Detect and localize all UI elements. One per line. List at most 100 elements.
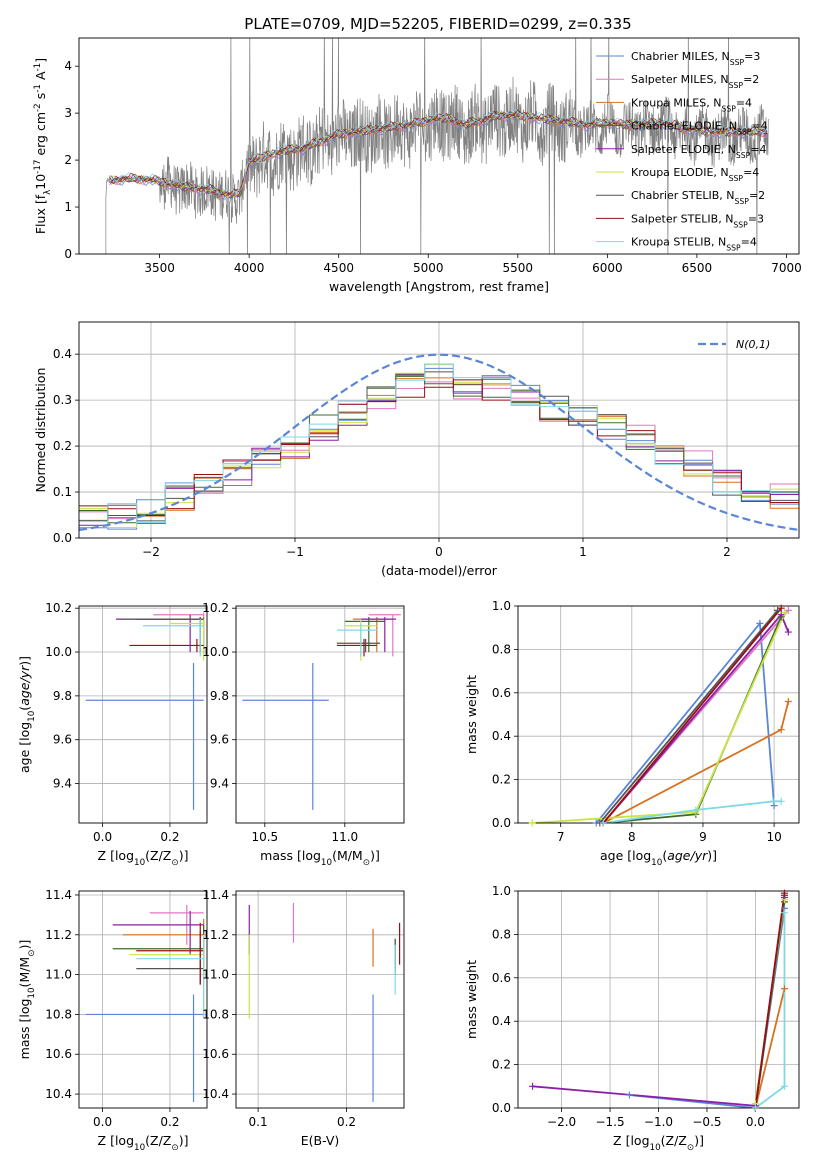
y-tick-label: 4 <box>64 59 72 73</box>
age-vs-mass-panel: 10.5 11.0 9.4 9.6 9.8 10.0 10.2 mass [log10(M/M… <box>202 601 405 868</box>
y-tick-label: 9.8 <box>53 689 72 703</box>
y-tick-label: 10.6 <box>202 1047 229 1061</box>
mass-vs-ebv-plot-area <box>248 902 401 1103</box>
x-axis-label: wavelength [Angstrom, rest frame] <box>329 279 549 294</box>
x-tick-label: 6000 <box>592 261 623 275</box>
x-tick-label: 0.2 <box>160 830 179 844</box>
age-vs-z-frame <box>78 605 208 824</box>
x-tick-label: 0.2 <box>160 1115 179 1129</box>
figure-title: PLATE=0709, MJD=52205, FIBERID=0299, z=0… <box>244 15 631 33</box>
y-tick-label: 0.2 <box>492 773 511 787</box>
weight-marker-7 <box>774 606 782 614</box>
weight-marker-8 <box>777 604 785 612</box>
x-tick-label: −1.5 <box>595 1115 624 1129</box>
weight-line-9 <box>603 800 782 823</box>
y-tick-label: 0.6 <box>492 971 511 985</box>
x-axis-label: E(B-V) <box>301 1133 340 1148</box>
weight-line-8 <box>602 607 782 823</box>
y-tick-label: 0.4 <box>492 1014 511 1028</box>
x-tick-label: −1.0 <box>644 1115 673 1129</box>
y-tick-label: 3 <box>64 106 72 120</box>
residual-histogram-7 <box>79 371 799 522</box>
x-tick-label: 10 <box>766 830 781 844</box>
weight-marker-9 <box>770 797 778 805</box>
y-axis-label: Flux [fλ10-17 erg cm-2 s-1 A-1] <box>33 58 53 234</box>
x-tick-label: −0.5 <box>692 1115 721 1129</box>
weight-marker-3 <box>777 726 785 734</box>
y-axis-label: mass [log10(M/M⊙)] <box>17 940 37 1060</box>
weight-vs-age-plot-area <box>532 607 790 823</box>
legend-label-2: Salpeter MILES, NSSP=2 <box>631 73 759 90</box>
legend-label-9: Kroupa STELIB, NSSP=4 <box>631 236 757 253</box>
y-tick-label: 10.0 <box>202 645 229 659</box>
y-tick-label: 10.6 <box>45 1047 72 1061</box>
age-vs-z-panel: 0.0 0.2 9.4 9.6 9.8 10.0 10.2 Z [log10(Z/Z⊙)] ag… <box>17 601 208 868</box>
x-axis-label: (data-model)/error <box>381 563 498 578</box>
y-tick-label: 10.2 <box>45 601 72 615</box>
y-tick-label: 0.2 <box>53 439 72 453</box>
y-tick-label: 0.8 <box>492 927 511 941</box>
y-tick-label: 10.0 <box>45 645 72 659</box>
weight-marker-3 <box>780 985 788 993</box>
age-vs-mass-frame <box>235 605 405 824</box>
y-tick-label: 11.2 <box>45 928 72 942</box>
weight-marker-8 <box>780 889 788 897</box>
y-tick-label: 10.4 <box>202 1087 229 1101</box>
y-tick-label: 0.4 <box>53 347 72 361</box>
mass-vs-ebv-panel: 0.1 0.2 10.4 10.6 10.8 11.0 11.2 11.4 E(B-V) <box>202 888 405 1148</box>
y-tick-label: 11.0 <box>202 968 229 982</box>
weight-line-8 <box>754 893 786 1108</box>
residual-histogram-9 <box>79 363 799 524</box>
y-tick-label: 0.6 <box>492 686 511 700</box>
x-axis-label: Z [log10(Z/Z⊙)] <box>98 1133 189 1153</box>
x-axis-label: mass [log10(M/M⊙)] <box>260 848 380 868</box>
weight-marker-2 <box>784 606 792 614</box>
x-tick-label: 4500 <box>323 261 354 275</box>
legend-label-4: Chabrier ELODIE, NSSP=4 <box>631 120 768 137</box>
legend-label-7: Chabrier STELIB, NSSP=2 <box>631 189 765 206</box>
x-tick-label: 0.1 <box>249 1115 268 1129</box>
y-tick-label: 0.4 <box>492 729 511 743</box>
x-tick-label: 2 <box>723 545 731 559</box>
weight-vs-age-panel: 7 8 9 10 0.0 0.2 0.4 0.6 0.8 1.0 age [log10(age/yr… <box>464 599 800 868</box>
y-tick-label: 0.0 <box>492 1101 511 1115</box>
weight-marker-5 <box>529 1082 537 1090</box>
x-tick-label: 0.2 <box>337 1115 356 1129</box>
weight-marker-5 <box>784 628 792 636</box>
legend-label-3: Kroupa MILES, NSSP=4 <box>631 96 752 113</box>
weight-marker-9 <box>780 909 788 917</box>
age-vs-mass-plot-area <box>242 614 401 810</box>
x-tick-label: 8 <box>628 830 636 844</box>
x-tick-label: 10.5 <box>251 830 278 844</box>
x-tick-label: 11.0 <box>331 830 358 844</box>
mass-vs-ebv-frame <box>235 890 405 1109</box>
gaussian-legend-label: N(0,1) <box>736 338 770 351</box>
x-tick-label: 5500 <box>503 261 534 275</box>
x-tick-label: −1 <box>286 545 304 559</box>
x-axis-label: age [log10(age/yr)] <box>600 848 717 868</box>
age-vs-z-plot-area <box>85 612 205 810</box>
y-tick-label: 11.4 <box>45 888 72 902</box>
weight-line-6 <box>532 612 786 823</box>
y-tick-label: 10.2 <box>202 601 229 615</box>
y-tick-label: 0.8 <box>492 642 511 656</box>
observed-spectrum-line <box>105 38 769 254</box>
x-tick-label: −2.0 <box>547 1115 576 1129</box>
legend-label-8: Salpeter STELIB, NSSP=3 <box>631 212 764 229</box>
y-tick-label: 10.8 <box>202 1007 229 1021</box>
weight-vs-z-panel: −2.0 −1.5 −1.0 −0.5 0.0 0.0 0.2 0.4 0.6 0.8 1.0 Z [… <box>464 884 800 1153</box>
y-tick-label: 0.1 <box>53 485 72 499</box>
weight-marker-6 <box>781 609 789 617</box>
weight-marker-1 <box>625 1091 633 1099</box>
y-axis-label: Normed distribution <box>33 368 48 493</box>
x-tick-label: 6500 <box>682 261 713 275</box>
y-tick-label: 11.0 <box>45 968 72 982</box>
y-tick-label: 0.0 <box>53 531 72 545</box>
residual-histogram-3 <box>79 377 799 518</box>
weight-line-3 <box>602 701 790 823</box>
model-fit-line-9 <box>109 108 768 195</box>
gaussian-curve <box>79 353 799 531</box>
x-tick-label: 9 <box>699 830 707 844</box>
y-tick-label: 1 <box>64 200 72 214</box>
weight-marker-5 <box>777 611 785 619</box>
